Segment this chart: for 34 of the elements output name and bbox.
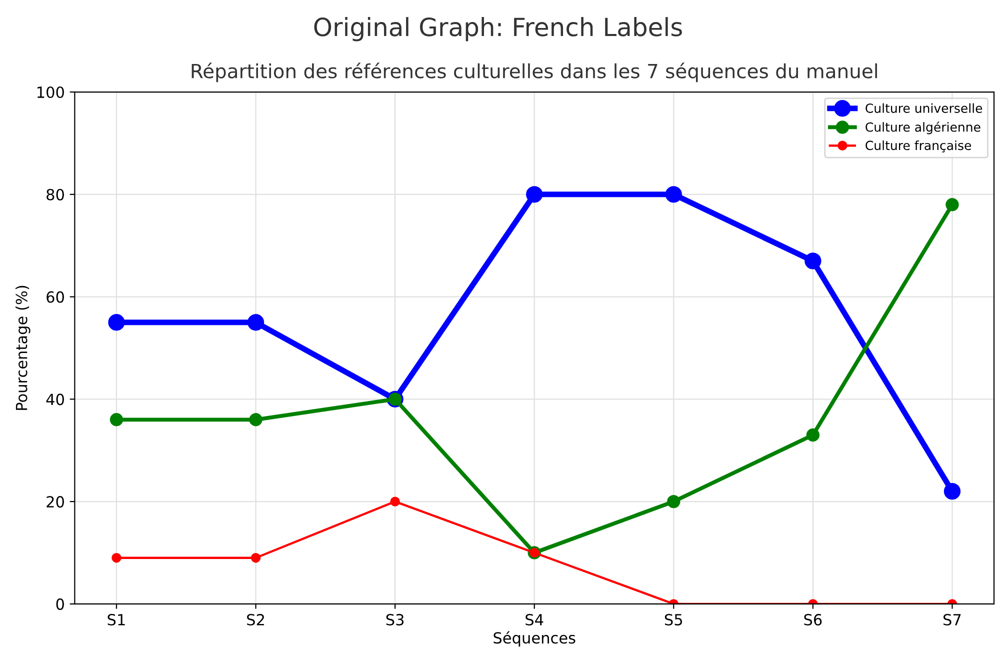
x-tick-label: S6 xyxy=(804,614,822,626)
point xyxy=(667,494,680,508)
point xyxy=(250,553,261,563)
y-axis-title: Pourcentage (%) xyxy=(15,286,30,410)
y-tick-label: 80 xyxy=(46,188,64,200)
point xyxy=(108,314,125,331)
x-tick-label: S2 xyxy=(247,614,264,626)
y-tick-label: 40 xyxy=(46,394,64,406)
x-tick-label: S4 xyxy=(526,614,544,626)
point xyxy=(804,252,822,270)
point xyxy=(110,413,124,426)
point xyxy=(247,314,264,331)
x-tick-label: S5 xyxy=(664,614,682,626)
point xyxy=(665,186,682,203)
point xyxy=(112,553,122,563)
chart-subtitle: Répartition des références culturelles dans les 7 séquences du manuel xyxy=(192,62,877,82)
legend-label: Culture algérienne xyxy=(866,122,980,134)
x-tick-label: S7 xyxy=(944,614,961,626)
x-tick-label: S1 xyxy=(108,614,125,626)
legend-label: Culture française xyxy=(866,140,972,152)
point xyxy=(806,428,820,442)
x-tick-label: S3 xyxy=(386,614,404,626)
point xyxy=(946,198,959,212)
y-tick-label: 60 xyxy=(46,291,64,303)
y-tick-label: 0 xyxy=(56,598,64,610)
point xyxy=(944,482,961,500)
point xyxy=(526,186,543,203)
y-tick-label: 100 xyxy=(37,86,64,98)
point xyxy=(390,496,400,506)
x-axis-title: Séquences xyxy=(494,631,576,647)
chart-title: Original Graph: French Labels xyxy=(314,17,682,42)
y-tick-label: 20 xyxy=(46,496,64,508)
point xyxy=(249,413,262,426)
legend-label: Culture universelle xyxy=(866,103,982,113)
